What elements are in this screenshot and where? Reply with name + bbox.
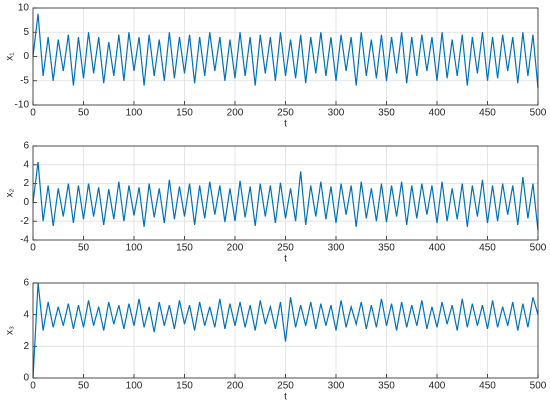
x-tick-label: 200 (227, 243, 244, 254)
y-axis-label: x₃ (5, 326, 16, 335)
y-tick-label: 4 (23, 309, 29, 320)
axes-box (32, 7, 539, 106)
x-tick-label: 150 (176, 243, 193, 254)
x-axis-label: t (284, 392, 287, 403)
x-tick-label: 300 (328, 108, 345, 119)
x-tick-label: 500 (530, 108, 547, 119)
x-tick-label: 50 (78, 243, 90, 254)
x-tick-label: 500 (530, 243, 547, 254)
x-tick-label: 250 (277, 243, 294, 254)
x-tick-label: 200 (227, 108, 244, 119)
x-tick-label: 0 (30, 108, 36, 119)
x-tick-label: 200 (227, 381, 244, 392)
y-tick-label: 6 (23, 278, 29, 289)
x-axis-label: t (284, 119, 287, 130)
x-tick-label: 100 (126, 108, 143, 119)
data-line (32, 282, 539, 379)
x-tick-label: 400 (429, 108, 446, 119)
y-tick-label: 5 (23, 27, 29, 38)
y-tick-label: 0 (23, 197, 29, 208)
x-tick-label: 250 (277, 381, 294, 392)
x-tick-label: 450 (479, 108, 496, 119)
x-tick-label: 350 (378, 381, 395, 392)
y-axis-label: x₂ (5, 188, 16, 197)
x-tick-label: 100 (126, 243, 143, 254)
x-tick-label: 0 (30, 243, 36, 254)
y-tick-label: -4 (20, 235, 29, 246)
x-tick-label: 50 (78, 108, 90, 119)
y-tick-label: 0 (23, 51, 29, 62)
x-tick-label: 400 (429, 381, 446, 392)
x-tick-label: 100 (126, 381, 143, 392)
x-tick-label: 150 (176, 381, 193, 392)
y-tick-label: 10 (18, 3, 30, 14)
data-line (32, 13, 539, 89)
x-tick-label: 350 (378, 243, 395, 254)
x-tick-label: 500 (530, 381, 547, 392)
axes-box (32, 282, 539, 379)
y-axis-label: x₁ (5, 52, 16, 61)
x-axis-label: t (284, 254, 287, 265)
x-tick-label: 350 (378, 108, 395, 119)
x-tick-label: 300 (328, 381, 345, 392)
x-tick-label: 150 (176, 108, 193, 119)
axes-box (32, 145, 539, 241)
y-tick-label: -2 (20, 216, 29, 227)
y-tick-label: 6 (23, 141, 29, 152)
x-tick-label: 400 (429, 243, 446, 254)
y-tick-label: -10 (15, 100, 30, 111)
x-tick-label: 250 (277, 108, 294, 119)
y-tick-label: -5 (20, 75, 29, 86)
x-tick-label: 300 (328, 243, 345, 254)
data-line (32, 161, 539, 231)
y-tick-label: 2 (23, 341, 29, 352)
y-tick-label: 0 (23, 373, 29, 384)
y-tick-label: 2 (23, 178, 29, 189)
x-tick-label: 450 (479, 381, 496, 392)
y-tick-label: 4 (23, 159, 29, 170)
x-tick-label: 50 (78, 381, 90, 392)
x-tick-label: 450 (479, 243, 496, 254)
x-tick-label: 0 (30, 381, 36, 392)
